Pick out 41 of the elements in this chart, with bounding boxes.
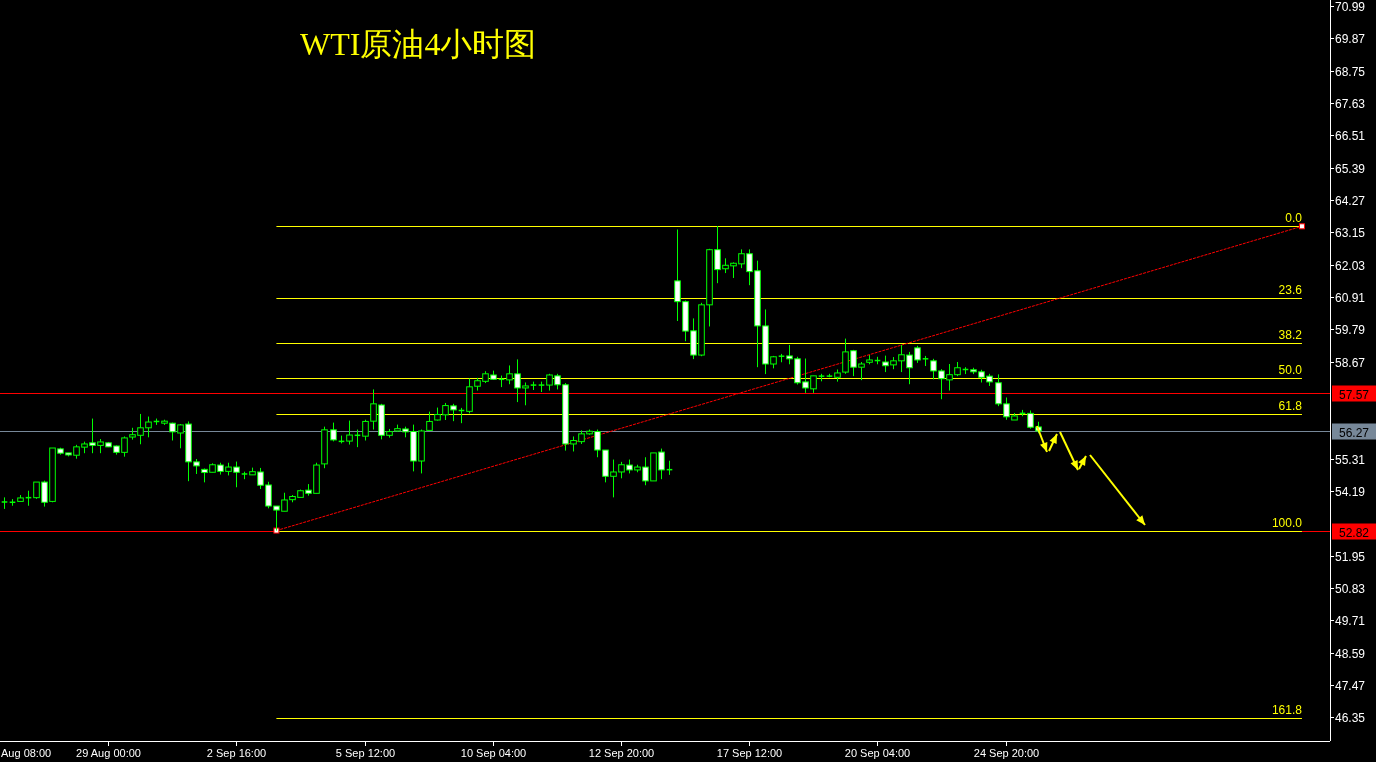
- y-tick-label: 54.19: [1335, 484, 1366, 499]
- y-tick-label: 70.99: [1335, 0, 1366, 14]
- y-tick-label: 51.95: [1335, 549, 1366, 564]
- annotation: 23.6: [1278, 283, 1303, 298]
- y-tick-label: 65.39: [1335, 161, 1366, 176]
- y-tick-label: 68.75: [1335, 64, 1366, 79]
- y-tick-label: 49.71: [1335, 613, 1366, 628]
- x-tick-label: 10 Sep 04:00: [460, 747, 527, 759]
- ref-line-label: 56.27: [1338, 425, 1370, 440]
- x-tick-label: 12 Sep 20:00: [588, 747, 655, 759]
- ref-line-label: 57.57: [1338, 387, 1370, 402]
- y-tick-label: 60.91: [1335, 290, 1366, 305]
- x-tick-label: 2 Sep 16:00: [206, 747, 267, 759]
- annotation: 61.8: [1278, 399, 1303, 414]
- text: WTI原油4小时图: [300, 26, 537, 62]
- annotation: 161.8: [1271, 703, 1303, 718]
- annotation: 0.0: [1285, 211, 1303, 226]
- y-tick-label: 63.15: [1335, 225, 1366, 240]
- annotation: 100.0: [1271, 515, 1303, 530]
- annotation: 38.2: [1278, 327, 1303, 342]
- x-tick-label: 29 Aug 00:00: [76, 747, 141, 759]
- y-tick-label: 69.87: [1335, 31, 1366, 46]
- y-tick-label: 58.67: [1335, 355, 1366, 370]
- candlestick: [346, 420, 353, 446]
- y-tick-label: 47.47: [1335, 678, 1366, 693]
- annotation: 50.0: [1278, 363, 1303, 378]
- text: Aug 08:00: [1, 747, 52, 759]
- x-tick-label: 24 Sep 20:00: [973, 747, 1040, 759]
- y-tick-label: 50.83: [1335, 581, 1366, 596]
- y-tick-label: 55.31: [1335, 452, 1366, 467]
- y-tick-label: 46.35: [1335, 710, 1366, 725]
- y-tick-label: 64.27: [1335, 193, 1366, 208]
- y-tick-label: 59.79: [1335, 322, 1366, 337]
- x-tick-label: 5 Sep 12:00: [335, 747, 396, 759]
- y-tick-label: 66.51: [1335, 128, 1366, 143]
- x-tick-label: 20 Sep 04:00: [844, 747, 911, 759]
- y-tick-label: 62.03: [1335, 258, 1366, 273]
- y-tick-label: 48.59: [1335, 646, 1366, 661]
- ref-line-label: 52.82: [1338, 525, 1370, 540]
- y-tick-label: 67.63: [1335, 96, 1366, 111]
- x-tick-label: 17 Sep 12:00: [716, 747, 783, 759]
